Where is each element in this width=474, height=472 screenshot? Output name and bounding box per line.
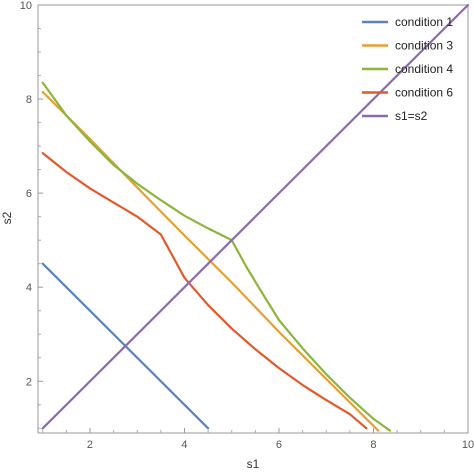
legend-label: condition 4	[395, 62, 453, 76]
y-tick-label: 8	[26, 94, 32, 106]
legend-label: condition 1	[395, 15, 453, 29]
y-tick-label: 4	[26, 282, 32, 294]
y-tick-label: 2	[26, 376, 32, 388]
x-tick-label: 8	[370, 439, 376, 451]
legend-label: s1=s2	[395, 109, 428, 123]
legend-label: condition 3	[395, 39, 453, 53]
x-tick-label: 6	[276, 439, 282, 451]
plot-frame	[37, 4, 469, 434]
y-axis-title: s2	[0, 211, 14, 224]
series-line-s1-s2	[41, 3, 470, 430]
ticks: 2 4 6 8 10 2 4 6 8 10	[20, 0, 474, 451]
x-tick-label: 10	[462, 439, 474, 451]
series-line-condition-6	[41, 152, 368, 430]
x-axis-title: s1	[247, 457, 260, 471]
x-tick-label: 2	[87, 439, 93, 451]
legend-label: condition 6	[395, 86, 453, 100]
x-tick-label: 4	[181, 439, 187, 451]
y-tick-label: 10	[20, 0, 32, 12]
series-line-condition-3	[41, 90, 380, 432]
legend: condition 1 condition 3 condition 4 conditi…	[362, 15, 453, 123]
y-tick-label: 6	[26, 188, 32, 200]
series-layer	[41, 3, 470, 432]
